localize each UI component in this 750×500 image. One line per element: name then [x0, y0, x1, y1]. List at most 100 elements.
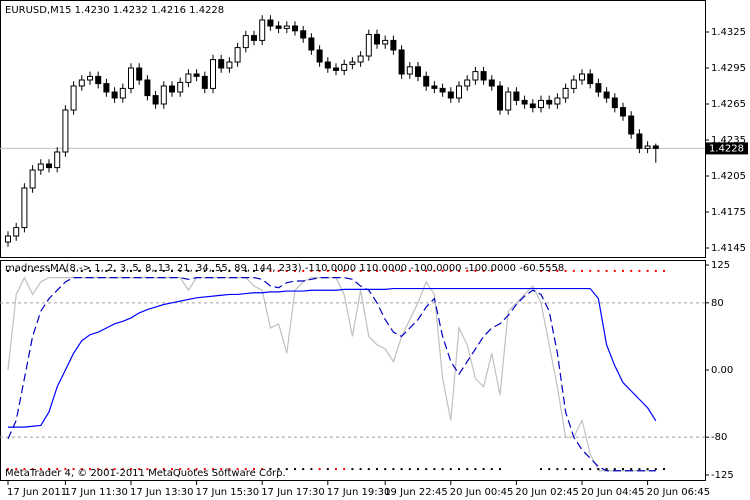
signal-dot — [548, 468, 551, 471]
y-tick-label: 1.4175 — [711, 207, 746, 218]
signal-dot — [195, 468, 198, 471]
current-price-label: 1.4228 — [709, 143, 744, 154]
candle-body — [513, 91, 520, 101]
x-tick-label: 17 Jun 15:30 — [196, 487, 260, 498]
signal-dot — [408, 269, 411, 272]
signal-dot — [236, 468, 239, 471]
candle-body — [292, 25, 298, 32]
signal-dot — [285, 269, 288, 272]
candle-body — [300, 30, 307, 39]
signal-dot — [203, 468, 206, 471]
signal-dot — [449, 269, 452, 272]
signal-dot — [89, 269, 91, 272]
signal-dot — [367, 468, 370, 471]
signal-dot — [64, 269, 67, 272]
signal-dot — [622, 269, 624, 272]
signal-dot — [474, 269, 477, 272]
y-tick-label: 125 — [711, 260, 730, 271]
signal-dot — [212, 269, 214, 272]
signal-dot — [458, 269, 460, 272]
signal-dot — [310, 269, 313, 272]
signal-dot — [654, 269, 657, 272]
y-tick-label: 1.4295 — [711, 63, 746, 74]
signal-dot — [359, 269, 362, 272]
candle-body — [554, 97, 561, 105]
signal-dot — [490, 269, 493, 272]
candle-body — [628, 115, 635, 135]
candle-body — [341, 63, 348, 71]
x-tick-label: 17 Jun 13:30 — [130, 487, 194, 498]
candle-body — [611, 97, 618, 109]
signal-dot — [15, 269, 18, 272]
signal-dot — [294, 269, 296, 272]
candle-body — [374, 33, 380, 45]
signal-dot — [433, 468, 436, 471]
signal-dot — [392, 269, 395, 272]
candle-body — [308, 37, 315, 51]
signal-dot — [474, 468, 477, 471]
signal-dot — [244, 269, 247, 272]
candle-body — [103, 83, 110, 93]
candle-body — [218, 59, 225, 69]
signal-dot — [89, 468, 91, 471]
candle-body — [136, 67, 143, 81]
candle-body — [333, 67, 339, 71]
signal-dot — [581, 269, 583, 272]
signal-dot — [113, 269, 116, 272]
signal-dot — [105, 468, 108, 471]
signal-dot — [572, 269, 575, 272]
signal-dot — [244, 468, 247, 471]
candle-body — [210, 59, 216, 89]
signal-dot — [400, 269, 403, 272]
candle-body — [160, 85, 167, 105]
y-tick-label: -80 — [711, 432, 727, 443]
candle-body — [70, 85, 77, 111]
candle-body — [152, 95, 159, 105]
signal-dot — [318, 269, 321, 272]
signal-dot — [97, 468, 100, 471]
signal-dot — [482, 468, 485, 471]
signal-dot — [72, 468, 75, 471]
candle-body — [620, 107, 626, 117]
signal-dot — [343, 269, 346, 272]
candle-body — [111, 91, 118, 99]
signal-dot — [556, 269, 559, 272]
y-tick-label: 1.4235 — [711, 135, 746, 146]
signal-dot — [597, 269, 600, 272]
signal-dot — [171, 269, 173, 272]
signal-dot — [212, 468, 214, 471]
signal-dot — [499, 468, 501, 471]
signal-dot — [408, 468, 411, 471]
signal-dot — [605, 269, 608, 272]
candle-body — [423, 75, 430, 87]
signal-dot — [441, 468, 444, 471]
signal-dot — [581, 468, 583, 471]
candle-body — [259, 19, 266, 41]
candle-body — [464, 79, 471, 87]
candle-body — [456, 85, 462, 99]
candle-body — [603, 91, 610, 99]
candle-body — [185, 73, 192, 83]
signal-dot — [39, 269, 42, 272]
candle-body — [472, 71, 479, 81]
signal-dot — [597, 468, 600, 471]
signal-dot — [654, 468, 657, 471]
x-tick-label: 17 Jun 17:30 — [261, 487, 325, 498]
candle-body — [365, 33, 372, 57]
candle-body — [480, 71, 487, 81]
signal-dot — [285, 468, 288, 471]
signal-dot — [154, 269, 157, 272]
signal-dot — [326, 269, 329, 272]
signal-dot — [630, 468, 633, 471]
signal-dot — [105, 269, 108, 272]
signal-dot — [326, 468, 329, 471]
x-tick-label: 20 Jun 02:45 — [515, 487, 579, 498]
signal-dot — [400, 468, 403, 471]
signal-dot — [138, 269, 141, 272]
signal-dot — [220, 269, 223, 272]
signal-dot — [572, 468, 575, 471]
y-tick-label: 80 — [711, 298, 724, 309]
plot-layer — [0, 15, 705, 472]
candle-body — [169, 85, 175, 93]
